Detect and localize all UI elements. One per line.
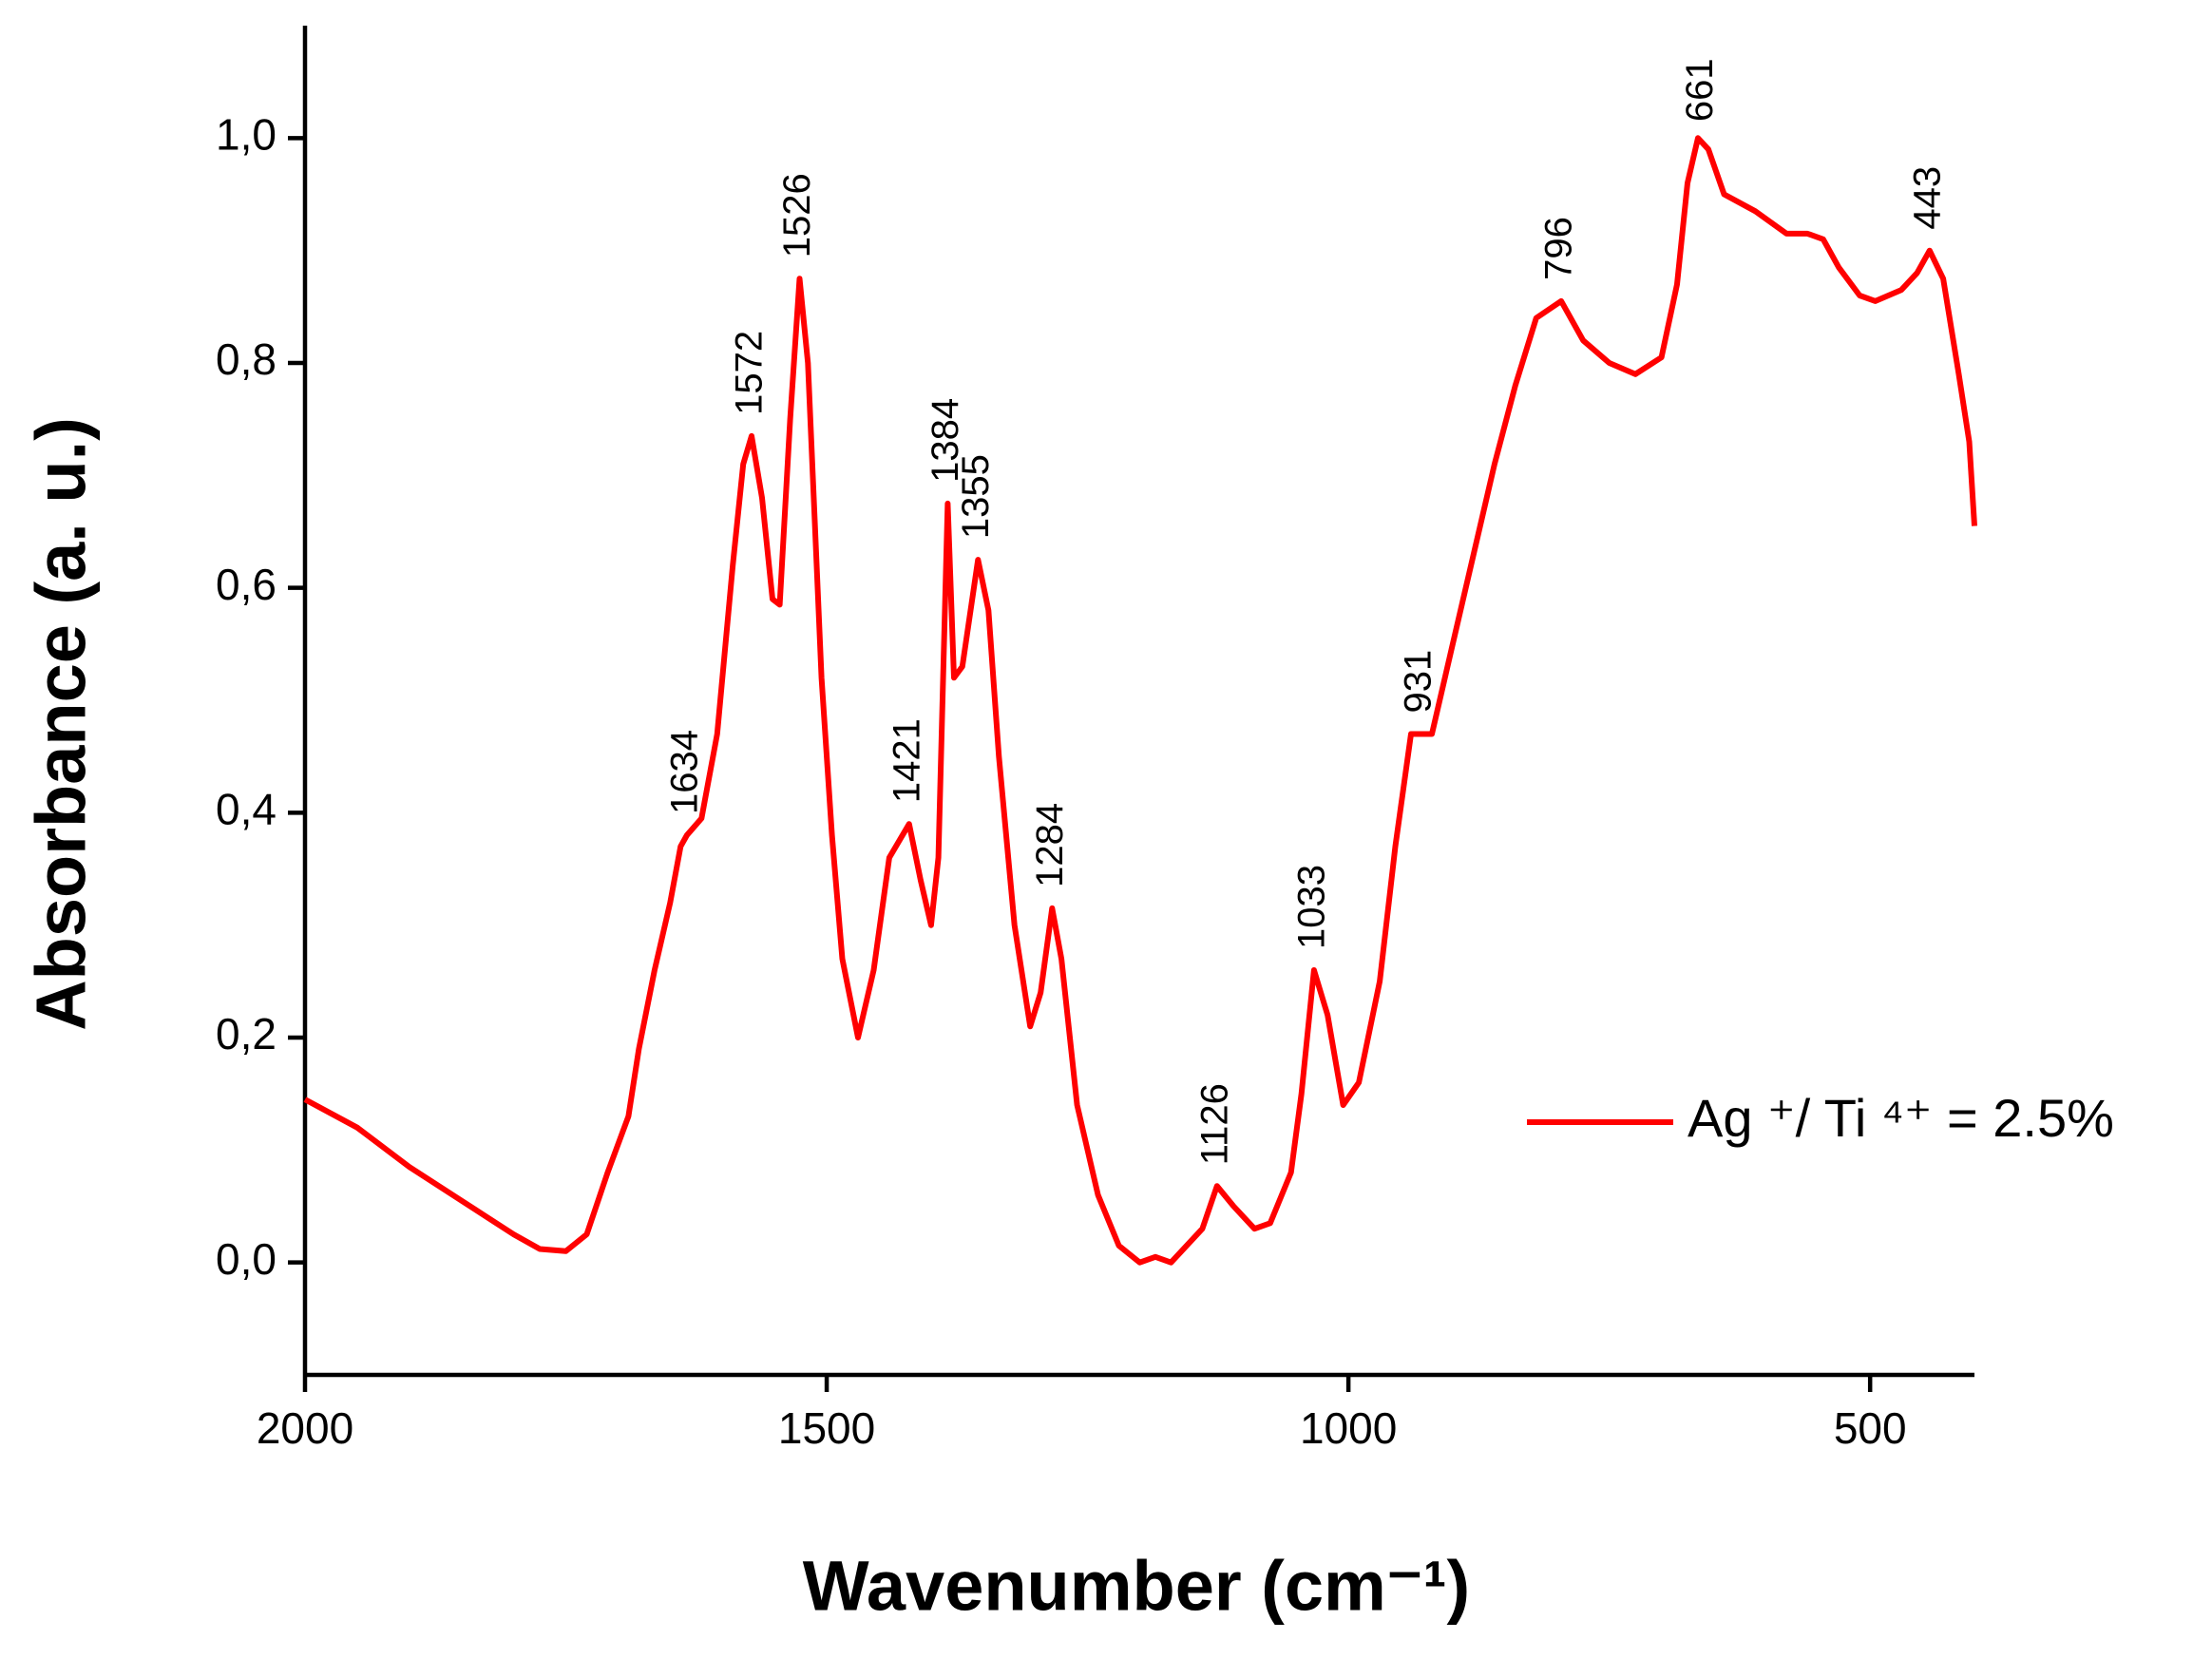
y-axis-title: Absorbance (a. u.) <box>22 417 101 1031</box>
peak-label: 1572 <box>729 331 771 415</box>
peak-label: 1634 <box>663 730 705 814</box>
peak-label: 443 <box>1906 166 1948 230</box>
x-tick-label: 500 <box>1834 1403 1907 1453</box>
peak-label: 1126 <box>1193 1083 1235 1165</box>
y-tick-label: 0,0 <box>216 1234 276 1284</box>
peak-label: 661 <box>1679 58 1721 122</box>
spectrum-line <box>303 135 1977 1266</box>
y-tick-label: 0,6 <box>216 560 276 609</box>
peak-label: 1384 <box>925 398 966 483</box>
x-tick-label: 1000 <box>1300 1403 1397 1453</box>
x-tick-label: 1500 <box>778 1403 875 1453</box>
peak-label: 931 <box>1397 650 1439 714</box>
peak-label: 796 <box>1538 217 1580 280</box>
peak-label: 1526 <box>776 173 818 257</box>
peak-label: 1355 <box>955 454 997 539</box>
x-axis-title: Wavenumber (cm⁻¹) <box>803 1547 1470 1626</box>
peak-label: 1421 <box>886 718 927 803</box>
y-tick-label: 1,0 <box>216 109 276 159</box>
y-tick-label: 0,8 <box>216 334 276 384</box>
legend-label: Ag ⁺/ Ti ⁴⁺ = 2.5% <box>1688 1088 2114 1148</box>
y-tick-label: 0,2 <box>216 1009 276 1058</box>
y-tick-label: 0,4 <box>216 784 276 833</box>
peak-label: 1284 <box>1029 803 1071 887</box>
x-tick-label: 2000 <box>257 1403 353 1453</box>
peak-label: 1033 <box>1290 865 1332 949</box>
